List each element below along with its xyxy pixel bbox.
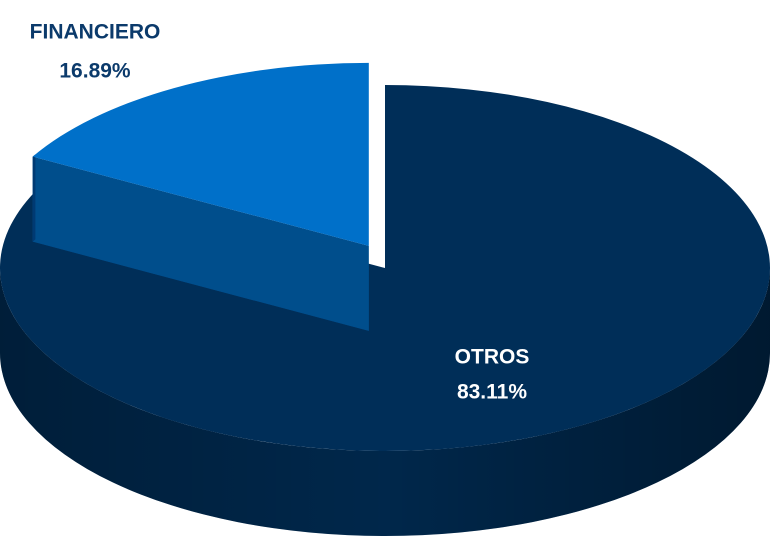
slice-cut [32, 156, 369, 331]
slice-cut-shade [32, 156, 369, 331]
slice-group [0, 85, 770, 536]
category-label: FINANCIERO [30, 21, 161, 44]
slice-side [32, 154, 36, 242]
value-label: 83.11% [457, 381, 527, 404]
slice [0, 85, 770, 451]
slice-group [32, 62, 369, 331]
slice-side-shade [0, 268, 770, 536]
value-label: 16.89% [59, 60, 131, 83]
category-label: OTROS [455, 346, 530, 369]
slice [32, 62, 369, 246]
